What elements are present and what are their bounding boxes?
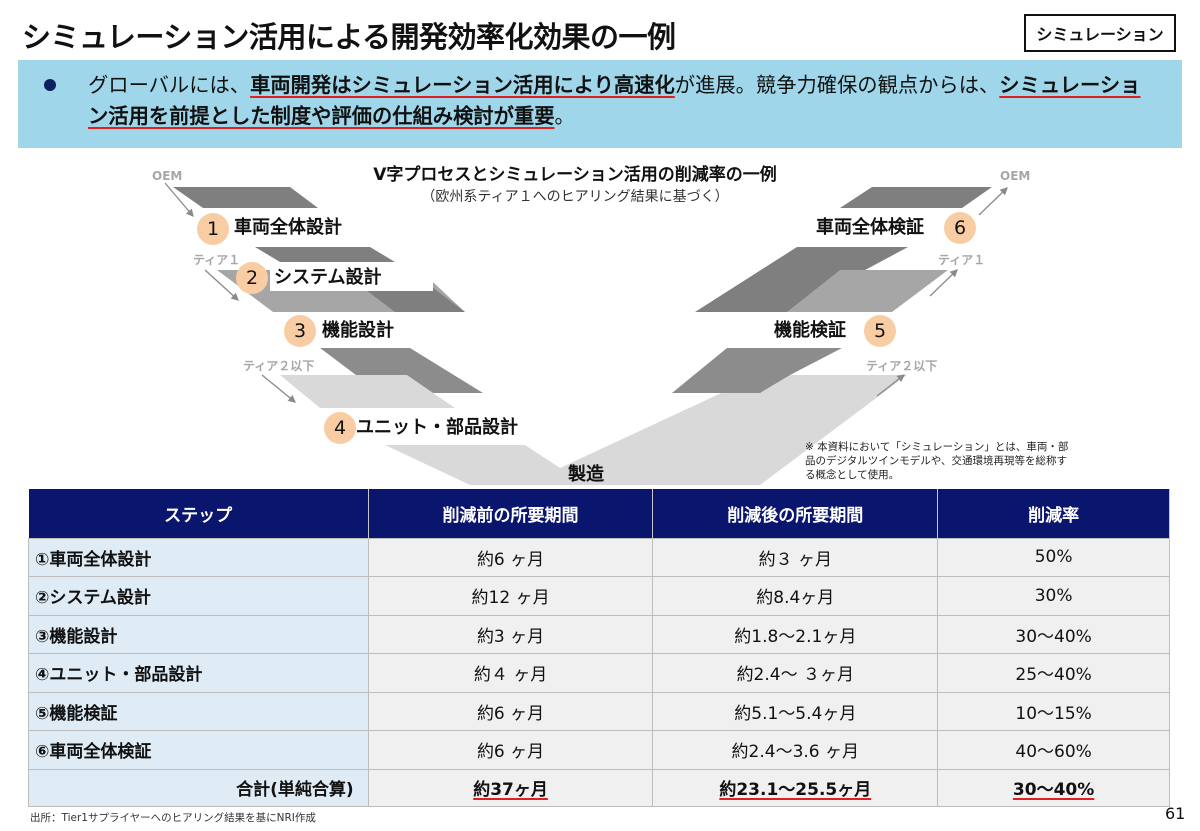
table-row: ⑤機能検証 約6 ヶ月 約5.1～5.4ヶ月 10～15% <box>28 691 1170 731</box>
tier-label-right-oem: OEM <box>1000 169 1031 183</box>
header-step: ステップ <box>28 489 369 538</box>
before-cell: 約6 ヶ月 <box>367 730 654 770</box>
step-number-1: 1 <box>197 213 229 245</box>
table-row: ②システム設計 約12 ヶ月 約8.4ヶ月 30% <box>28 576 1170 616</box>
step-label-2: システム設計 <box>270 265 433 291</box>
rate-cell: 50% <box>937 537 1170 577</box>
bullet-icon <box>44 79 56 91</box>
tier-label-left-oem: OEM <box>152 169 183 183</box>
total-after: 約23.1～25.5ヶ月 <box>652 768 939 807</box>
table-header: ステップ 削減前の所要期間 削減後の所要期間 削減率 <box>28 489 1170 538</box>
after-cell: 約2.4～ ３ヶ月 <box>652 653 939 693</box>
header-before: 削減前の所要期間 <box>368 489 654 538</box>
tier-label-right-tier1: ティア１ <box>938 253 986 267</box>
diagram-subtitle: （欧州系ティア１へのヒアリング結果に基づく） <box>421 189 729 205</box>
step-label-3: 機能設計 <box>318 318 398 344</box>
reduction-table: ステップ 削減前の所要期間 削減後の所要期間 削減率 ①車両全体設計 約6 ヶ月約… <box>28 489 1170 807</box>
summary-segment: 。 <box>554 104 575 128</box>
arrow-icon <box>261 374 297 403</box>
table-row: ⑥車両全体検証 約6 ヶ月 約2.4～3.6 ヶ月 40～60% <box>28 730 1170 770</box>
bar-tier1-design-top <box>255 247 395 262</box>
after-cell: 約2.4～3.6 ヶ月 <box>652 730 939 770</box>
footnote: ※ 本資料において「シミュレーション」とは、車両・部品のデジタルツインモデルや、… <box>805 441 1069 481</box>
rate-cell: 25～40% <box>937 653 1170 693</box>
header-rate: 削減率 <box>937 489 1170 538</box>
after-cell: 約３ ヶ月 <box>652 537 939 577</box>
step-label-5: 機能検証 <box>770 318 850 344</box>
step-number-5: 5 <box>864 315 896 347</box>
table-row: ③機能設計 約3 ヶ月 約1.8～2.1ヶ月 30～40% <box>28 614 1170 654</box>
step-cell: ③機能設計 <box>28 614 369 654</box>
bar-tier2-verify-dark <box>672 348 842 393</box>
bar-tier2-design-light <box>280 375 455 408</box>
total-label: 合計(単純合算) <box>28 768 369 807</box>
bar-oem-verify <box>840 187 992 208</box>
tier-label-left-tier2: ティア２以下 <box>243 359 315 373</box>
before-cell: 約12 ヶ月 <box>367 576 654 616</box>
rate-cell: 10～15% <box>937 691 1170 731</box>
category-badge: シミュレーション <box>1024 14 1176 52</box>
rate-cell: 30～40% <box>937 614 1170 654</box>
diagram-title: V字プロセスとシミュレーション活用の削減率の一例 <box>373 165 777 185</box>
summary-segment: が進展。競争力確保の観点からは、 <box>674 73 1000 97</box>
step-label-6: 車両全体検証 <box>812 215 928 241</box>
bar-manufacturing <box>385 375 907 485</box>
bar-tier1-verify-mid <box>787 270 948 312</box>
tier-label-right-tier2: ティア２以下 <box>866 359 938 373</box>
summary-emphasis: 車両開発はシミュレーション活用により高速化 <box>250 73 675 97</box>
bar-tier2-design-dark <box>320 348 483 393</box>
step-cell: ④ユニット・部品設計 <box>28 653 369 693</box>
step-number-6: 6 <box>944 212 976 244</box>
page-title: シミュレーション活用による開発効率化効果の一例 <box>22 20 676 54</box>
total-rate: 30～40% <box>937 768 1170 807</box>
bar-tier1-verify-dark <box>695 247 908 312</box>
step-cell: ①車両全体設計 <box>28 537 369 577</box>
step-number-3: 3 <box>284 315 316 347</box>
before-cell: 約6 ヶ月 <box>367 537 654 577</box>
table-row: ①車両全体設計 約6 ヶ月 約３ ヶ月 50% <box>28 537 1170 577</box>
page-number: 61 <box>1165 804 1186 823</box>
step-label-4: ユニット・部品設計 <box>352 415 522 441</box>
arrow-icon <box>164 182 194 217</box>
source-note: 出所：Tier1サプライヤーへのヒアリング結果を基にNRI作成 <box>30 812 316 824</box>
step-label-1: 車両全体設計 <box>230 215 346 241</box>
table-row: ④ユニット・部品設計 約４ ヶ月 約2.4～ ３ヶ月 25～40% <box>28 653 1170 693</box>
table-total-row: 合計(単純合算) 約37ヶ月 約23.1～25.5ヶ月 30～40% <box>28 768 1170 807</box>
before-cell: 約6 ヶ月 <box>367 691 654 731</box>
arrow-icon <box>978 187 1008 216</box>
before-cell: 約４ ヶ月 <box>367 653 654 693</box>
summary-text: グローバルには、車両開発はシミュレーション活用により高速化が進展。競争力確保の観… <box>88 70 1158 132</box>
before-cell: 約3 ヶ月 <box>367 614 654 654</box>
step-cell: ②システム設計 <box>28 576 369 616</box>
summary-segment: グローバルには、 <box>88 73 251 97</box>
total-before: 約37ヶ月 <box>367 768 654 807</box>
bar-oem-design <box>173 187 318 208</box>
rate-cell: 40～60% <box>937 730 1170 770</box>
after-cell: 約1.8～2.1ヶ月 <box>652 614 939 654</box>
step-cell: ⑤機能検証 <box>28 691 369 731</box>
arrow-icon <box>876 374 906 397</box>
summary-emphasis: シミュレーション活用を前提とした制度や評価の仕組み検討が重要 <box>88 73 1141 128</box>
header-after: 削減後の所要期間 <box>652 489 939 538</box>
after-cell: 約5.1～5.4ヶ月 <box>652 691 939 731</box>
step-number-4: 4 <box>324 412 356 444</box>
summary-banner <box>18 60 1182 148</box>
arrow-icon <box>204 269 239 301</box>
rate-cell: 30% <box>937 576 1170 616</box>
arrow-icon <box>929 269 958 297</box>
step-number-2: 2 <box>236 262 268 294</box>
tier-label-left-tier1: ティア１ <box>193 253 241 267</box>
manufacturing-label: 製造 <box>568 464 604 485</box>
step-cell: ⑥車両全体検証 <box>28 730 369 770</box>
after-cell: 約8.4ヶ月 <box>652 576 939 616</box>
